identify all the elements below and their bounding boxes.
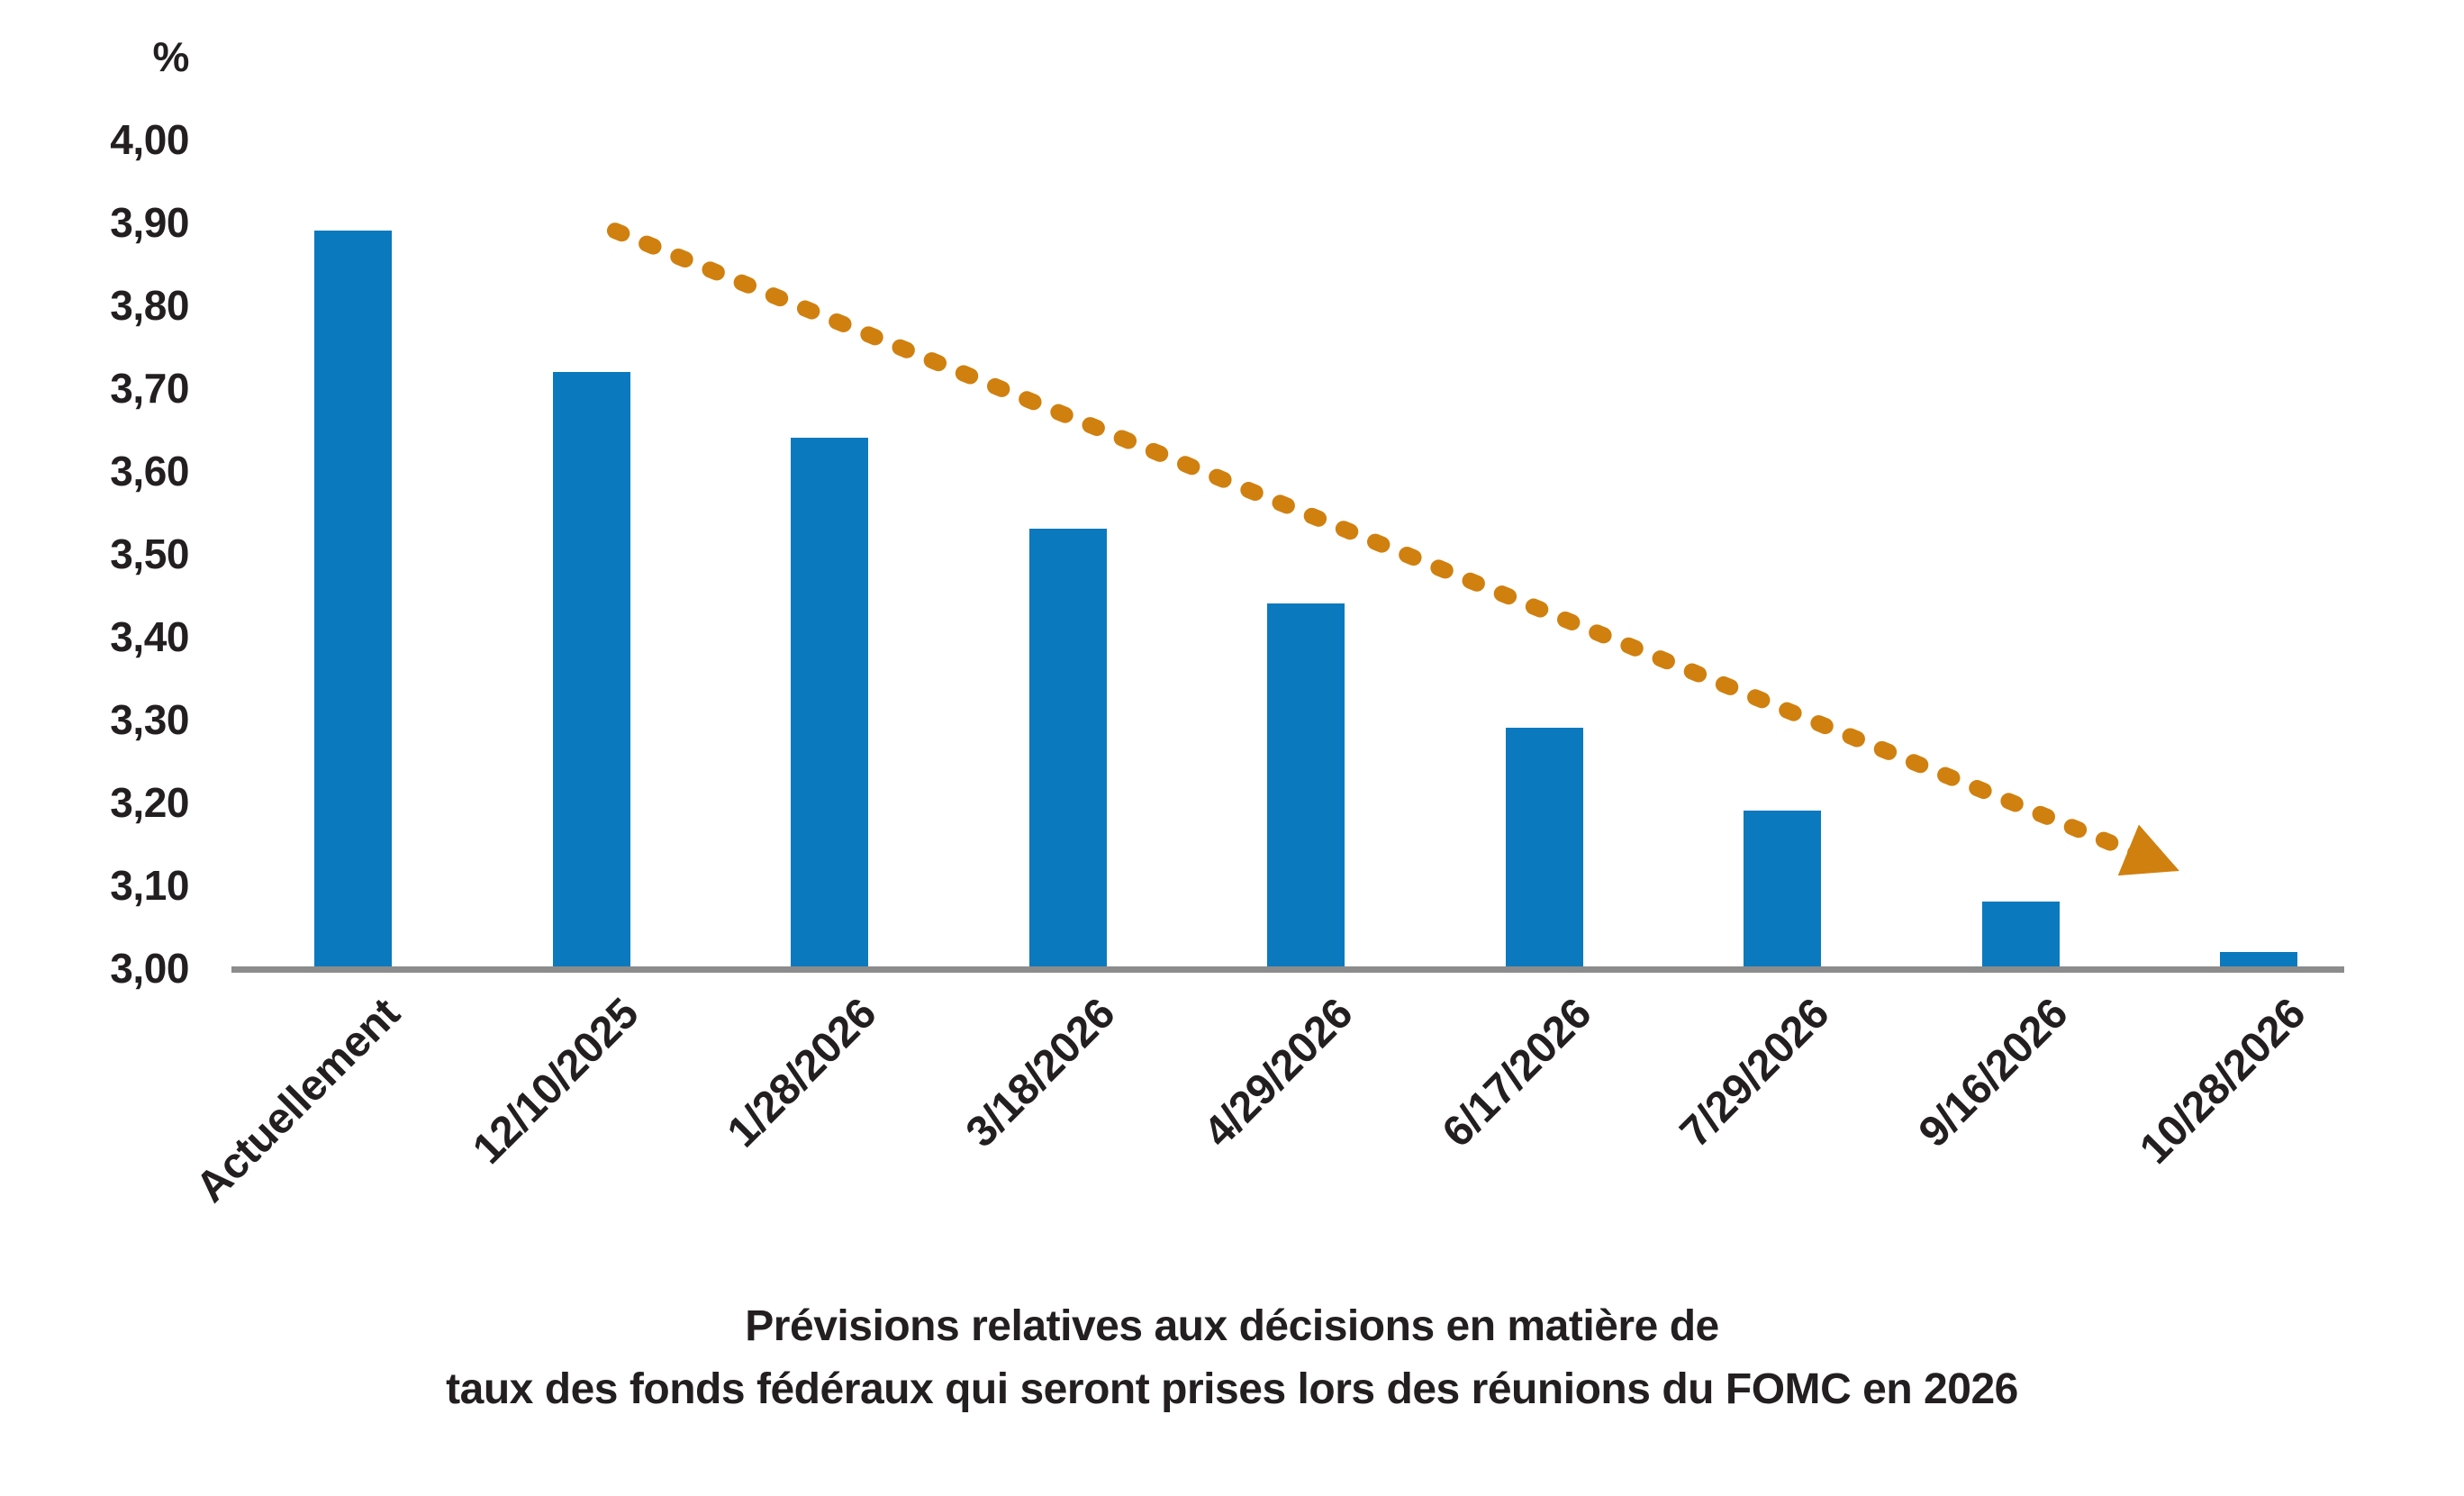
y-axis-tick-label: 3,00 [110, 945, 189, 992]
bar [1028, 529, 1107, 968]
y-axis-tick-label: 3,90 [110, 199, 189, 246]
bar [791, 438, 868, 968]
x-axis-tick-label: 4/29/2026 [1194, 989, 1363, 1157]
y-axis-tick-label: 3,20 [110, 779, 189, 826]
chart-title: Prévisions relatives aux décisions en ma… [0, 1295, 2464, 1420]
x-axis-tick-label: 9/16/2026 [1909, 989, 2077, 1157]
bar [1981, 902, 2060, 968]
bar [552, 371, 630, 968]
x-axis-tick-label: 6/17/2026 [1433, 989, 1600, 1157]
bar [1267, 603, 1345, 968]
y-axis-tick-label: 3,50 [110, 530, 189, 577]
y-axis-tick-label: 3,30 [110, 696, 189, 743]
chart-title-line-1: Prévisions relatives aux décisions en ma… [745, 1302, 1719, 1350]
y-axis-tick-label: 3,40 [110, 613, 189, 660]
y-axis-unit-label: % [152, 33, 190, 80]
x-axis-tick-label: Actuellement [186, 989, 410, 1212]
x-axis-tick-label: 3/18/2026 [956, 989, 1124, 1157]
bar [1505, 728, 1583, 968]
y-axis-tick-label: 3,60 [110, 448, 189, 494]
x-axis-tick-label: 12/10/2025 [463, 989, 648, 1174]
y-axis-tick-label: 3,70 [110, 365, 189, 412]
x-axis-tick-label: 7/29/2026 [1671, 989, 1839, 1157]
y-axis-tick-label: 4,00 [110, 116, 189, 163]
chart-title-line-2: taux des fonds fédéraux qui seront prise… [446, 1365, 2018, 1413]
x-axis-line [231, 966, 2344, 973]
y-axis-tick-label: 3,80 [110, 282, 189, 329]
x-axis-tick-label: 1/28/2026 [718, 989, 886, 1157]
bar [1744, 811, 1821, 968]
y-axis-tick-label: 3,10 [110, 862, 189, 909]
x-axis-tick-label: 10/28/2026 [2131, 989, 2315, 1174]
bar [2220, 951, 2297, 968]
bar [314, 231, 392, 968]
